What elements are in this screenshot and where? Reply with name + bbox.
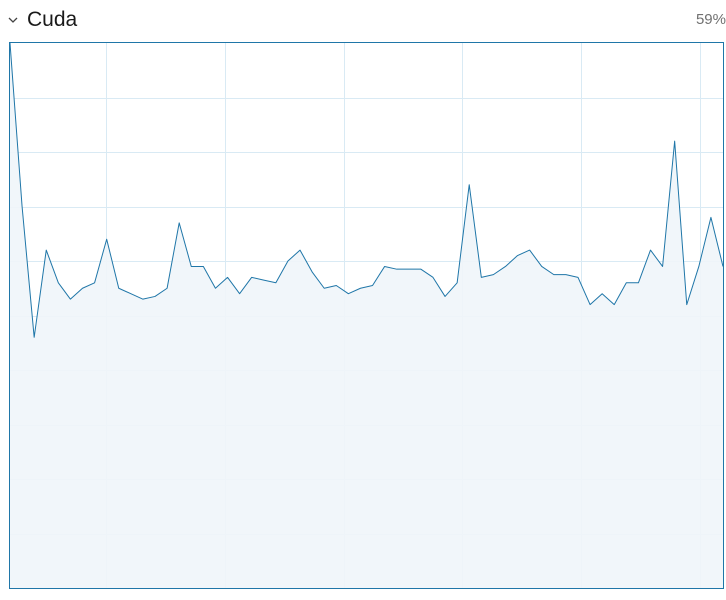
engine-header: Cuda 59% [0,0,726,40]
chevron-down-icon [8,17,18,23]
data-point [602,293,603,294]
data-point [251,277,252,278]
data-point [457,282,458,283]
data-point [493,274,494,275]
data-point [154,296,155,297]
data-point [94,282,95,283]
utilization-percent: 59% [695,11,726,28]
data-point [481,277,482,278]
data-point [70,299,71,300]
data-point [626,282,627,283]
data-point [46,250,47,251]
data-point [167,288,168,289]
data-point [396,269,397,270]
data-point [469,184,470,185]
data-point [444,296,445,297]
data-point [710,217,711,218]
data-point [348,293,349,294]
data-point [372,285,373,286]
data-point [21,206,22,207]
data-point [408,269,409,270]
collapse-toggle[interactable]: Cuda [6,7,84,33]
data-point [312,271,313,272]
data-point [324,288,325,289]
data-point [505,266,506,267]
utilization-graph [9,42,724,589]
data-point [106,239,107,240]
data-point [34,337,35,338]
data-point [215,288,216,289]
data-point [58,282,59,283]
data-point [565,274,566,275]
utilization-graph-svg [10,43,723,588]
data-point [142,299,143,300]
data-point [299,250,300,251]
data-point [638,282,639,283]
utilization-line [10,43,723,338]
data-point [650,250,651,251]
data-point [287,260,288,261]
data-point [517,255,518,256]
data-point [263,279,264,280]
data-point [686,304,687,305]
data-point [674,141,675,142]
data-point [227,277,228,278]
engine-title: Cuda [27,8,78,31]
data-point [529,250,530,251]
data-point [589,304,590,305]
data-point [432,277,433,278]
data-point [118,288,119,289]
data-point [82,288,83,289]
data-point [191,266,192,267]
data-point [336,285,337,286]
data-point [275,282,276,283]
data-point [698,266,699,267]
data-point [179,222,180,223]
data-point [203,266,204,267]
data-point [384,266,385,267]
data-point [420,269,421,270]
data-point [614,304,615,305]
utilization-area-fill [10,43,723,588]
data-point [662,266,663,267]
data-point [553,274,554,275]
data-point [541,266,542,267]
data-point [130,293,131,294]
data-point [577,277,578,278]
data-point [239,293,240,294]
data-point [360,288,361,289]
